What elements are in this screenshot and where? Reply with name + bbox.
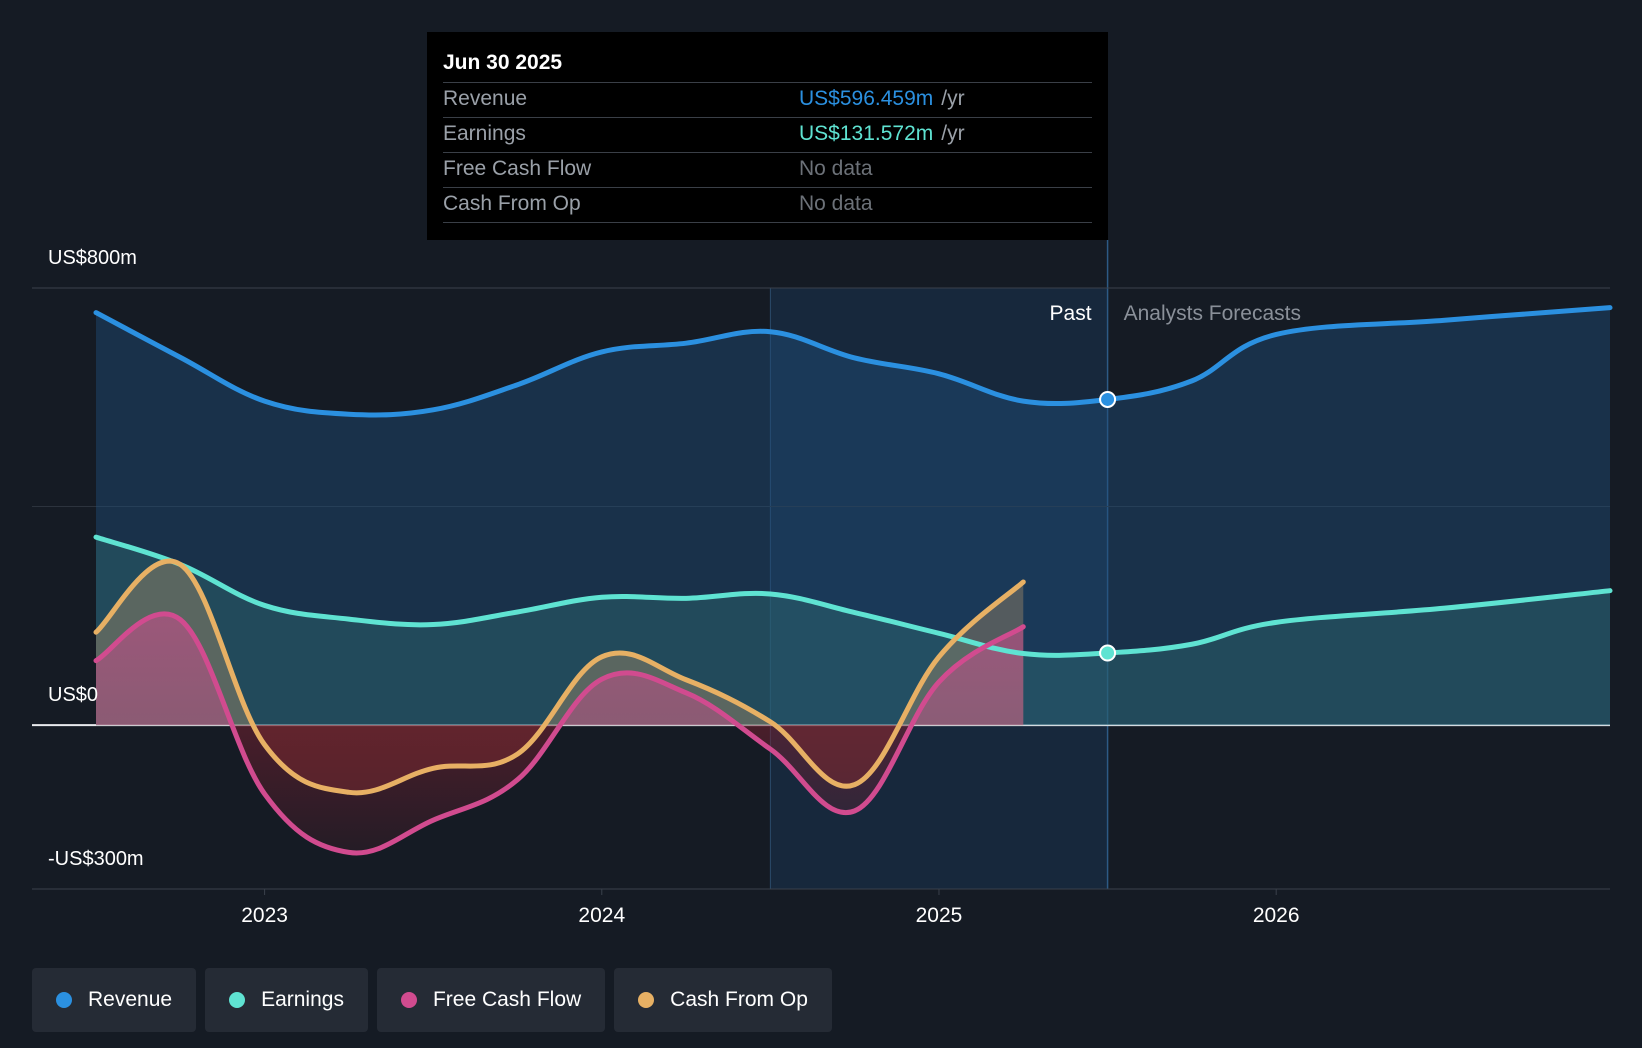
tooltip-row-cash-from-op: Cash From Op No data — [443, 187, 1092, 223]
cash-positive-fill — [96, 561, 1024, 726]
marker-earnings — [1099, 644, 1117, 662]
tooltip-unit: /yr — [941, 122, 965, 145]
legend-dot-icon — [638, 992, 655, 1008]
tooltip-label: Free Cash Flow — [443, 157, 592, 180]
y-axis-label: -US$300m — [48, 848, 144, 870]
legend-item-cash-from-op[interactable]: Cash From Op — [614, 968, 832, 1032]
legend: Revenue Earnings Free Cash Flow Cash Fro… — [32, 968, 832, 1032]
tooltip-value: No data — [799, 157, 873, 180]
x-tick-label: 2025 — [916, 904, 963, 927]
legend-label: Revenue — [88, 988, 173, 1011]
legend-label: Cash From Op — [670, 988, 808, 1011]
legend-label: Free Cash Flow — [432, 988, 582, 1011]
cash-negative-fill — [96, 725, 1024, 853]
tooltip-row-revenue: Revenue US$596.459m /yr — [443, 82, 1092, 117]
tooltip-value: US$131.572m — [799, 122, 934, 145]
free-cash-flow-line — [93, 611, 1026, 856]
legend-dot-icon — [56, 992, 72, 1008]
legend-dot-icon — [229, 992, 246, 1008]
y-axis-label: US$0 — [48, 684, 98, 706]
period-label-past: Past — [1050, 302, 1092, 325]
cash-from-op-line — [93, 558, 1026, 796]
tooltip-row-free-cash-flow: Free Cash Flow No data — [443, 152, 1092, 187]
tooltip-date: Jun 30 2025 — [443, 51, 563, 74]
cash-from-op-area-negative — [96, 725, 1024, 793]
legend-item-revenue[interactable]: Revenue — [32, 968, 197, 1032]
tooltip-label: Earnings — [443, 122, 526, 145]
y-axis-label: US$800m — [48, 247, 137, 269]
tooltip: Jun 30 2025 Revenue US$596.459m /yr Earn… — [427, 32, 1108, 240]
tooltip-value: No data — [799, 192, 873, 215]
tooltip-row-earnings: Earnings US$131.572m /yr — [443, 117, 1092, 152]
revenue-line — [93, 305, 1613, 418]
tooltip-label: Revenue — [443, 87, 528, 110]
legend-label: Earnings — [261, 988, 344, 1011]
legend-dot-icon — [400, 992, 417, 1008]
legend-item-earnings[interactable]: Earnings — [205, 968, 368, 1032]
free-cash-flow-area-positive — [96, 613, 1024, 726]
x-tick-label: 2026 — [1253, 904, 1300, 927]
period-label-forecast: Analysts Forecasts — [1124, 302, 1301, 325]
legend-item-free-cash-flow[interactable]: Free Cash Flow — [376, 968, 606, 1032]
x-tick-label: 2023 — [241, 904, 288, 927]
x-tick-label: 2024 — [578, 904, 625, 927]
marker-revenue — [1099, 390, 1117, 408]
tooltip-label: Cash From Op — [443, 192, 581, 215]
tooltip-unit: /yr — [941, 87, 965, 110]
tooltip-value: US$596.459m — [799, 87, 934, 110]
earnings-line — [93, 534, 1613, 658]
earnings-area — [96, 537, 1610, 726]
